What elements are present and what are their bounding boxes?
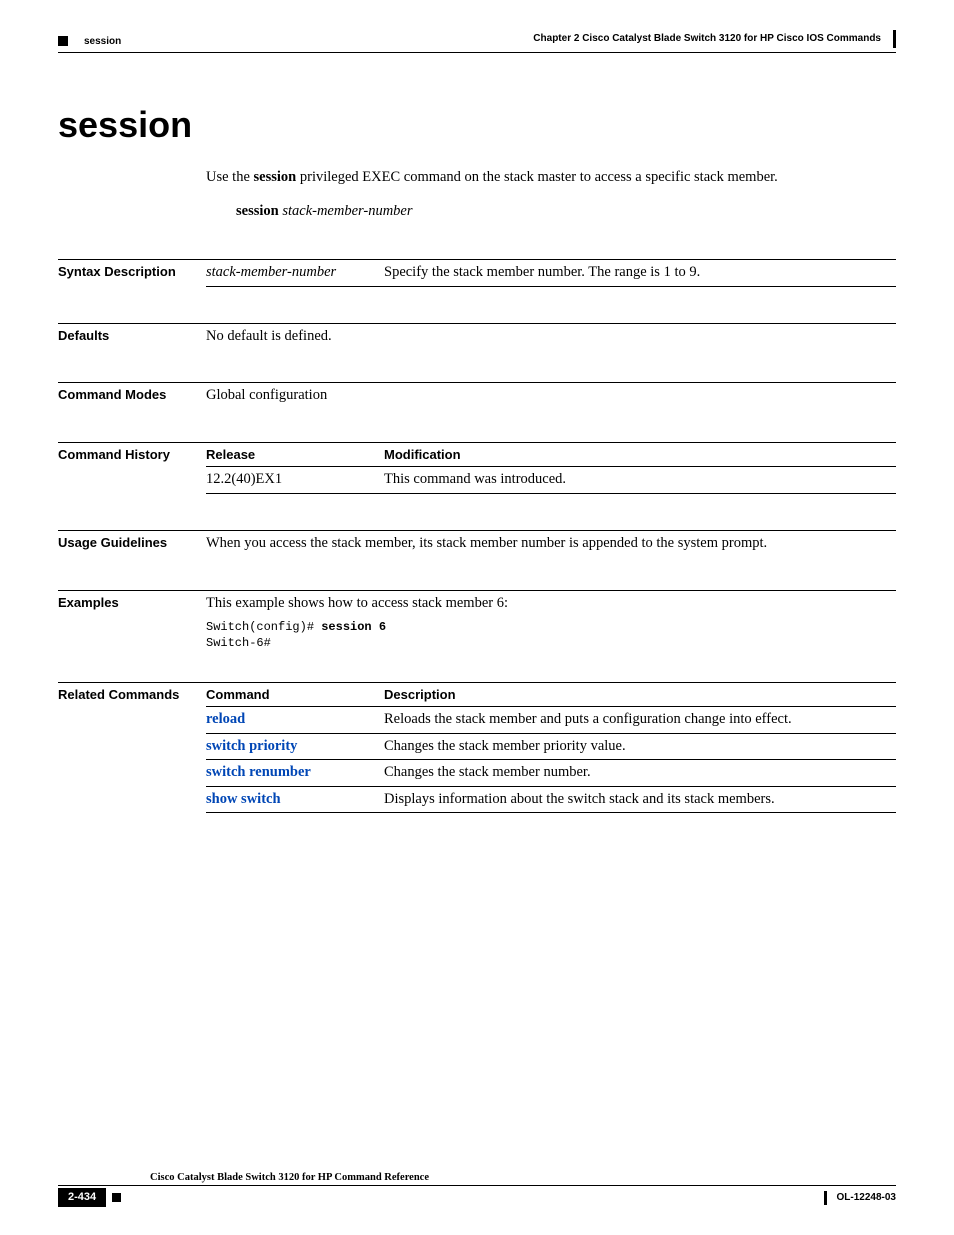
col-release: Release	[206, 442, 384, 467]
table-header-row: Release Modification	[206, 442, 896, 467]
related-link-switch-priority[interactable]: switch priority	[206, 738, 297, 754]
label-defaults: Defaults	[58, 323, 206, 347]
cell-modification: This command was introduced.	[384, 467, 896, 494]
related-desc: Changes the stack member number.	[384, 760, 896, 787]
header-rule	[58, 52, 896, 53]
section-usage-guidelines: Usage Guidelines When you access the sta…	[58, 530, 896, 554]
usage-body: When you access the stack member, its st…	[206, 530, 896, 554]
label-examples: Examples	[58, 590, 206, 652]
page-header: session Chapter 2 Cisco Catalyst Blade S…	[58, 30, 896, 48]
label-command-history: Command History	[58, 442, 206, 494]
syntax-param-table: stack-member-number Specify the stack me…	[206, 259, 896, 287]
section-command-history: Command History Release Modification 12.…	[58, 442, 896, 494]
intro-paragraph: Use the session privileged EXEC command …	[206, 168, 896, 188]
related-link-reload[interactable]: reload	[206, 711, 245, 727]
table-row: stack-member-number Specify the stack me…	[206, 260, 896, 287]
footer-doc-id-wrap: OL-12248-03	[824, 1191, 896, 1205]
footer-bar-icon	[824, 1191, 827, 1205]
label-related-commands: Related Commands	[58, 682, 206, 814]
section-syntax-description: Syntax Description stack-member-number S…	[58, 259, 896, 287]
command-title: session	[58, 101, 896, 150]
related-desc: Displays information about the switch st…	[384, 786, 896, 813]
page-footer: Cisco Catalyst Blade Switch 3120 for HP …	[58, 1173, 896, 1207]
footer-doc-id: OL-12248-03	[837, 1191, 896, 1205]
example-prompt: Switch(config)#	[206, 620, 321, 634]
header-breadcrumb: session	[84, 35, 121, 49]
example-code-line-2: Switch-6#	[206, 635, 896, 651]
syntax-line: session stack-member-number	[236, 202, 896, 222]
example-code-line-1: Switch(config)# session 6	[206, 619, 896, 635]
section-related-commands: Related Commands Command Description rel…	[58, 682, 896, 814]
section-command-modes: Command Modes Global configuration	[58, 382, 896, 406]
label-command-modes: Command Modes	[58, 382, 206, 406]
footer-rule	[58, 1185, 896, 1186]
example-intro: This example shows how to access stack m…	[206, 594, 896, 614]
table-row: reload Reloads the stack member and puts…	[206, 707, 896, 734]
col-command: Command	[206, 682, 384, 707]
example-cmd: session 6	[321, 620, 386, 634]
label-usage-guidelines: Usage Guidelines	[58, 530, 206, 554]
related-desc: Reloads the stack member and puts a conf…	[384, 707, 896, 734]
section-defaults: Defaults No default is defined.	[58, 323, 896, 347]
intro-prefix: Use the	[206, 169, 254, 185]
table-row: switch priority Changes the stack member…	[206, 733, 896, 760]
syntax-command: session	[236, 203, 279, 219]
table-row: switch renumber Changes the stack member…	[206, 760, 896, 787]
related-link-switch-renumber[interactable]: switch renumber	[206, 764, 311, 780]
cell-release: 12.2(40)EX1	[206, 467, 384, 494]
footer-square-icon	[112, 1193, 121, 1202]
footer-page-badge-wrap: 2-434	[58, 1188, 121, 1207]
syntax-argument: stack-member-number	[282, 203, 412, 219]
history-table: Release Modification 12.2(40)EX1 This co…	[206, 442, 896, 494]
param-desc: Specify the stack member number. The ran…	[384, 260, 896, 287]
intro-command: session	[254, 169, 297, 185]
footer-doc-title: Cisco Catalyst Blade Switch 3120 for HP …	[150, 1171, 896, 1185]
table-header-row: Command Description	[206, 682, 896, 707]
param-name: stack-member-number	[206, 260, 384, 287]
col-description: Description	[384, 682, 896, 707]
modes-body: Global configuration	[206, 382, 896, 406]
header-bar-icon	[893, 30, 896, 48]
header-chapter: Chapter 2 Cisco Catalyst Blade Switch 31…	[533, 32, 881, 46]
related-commands-table: Command Description reload Reloads the s…	[206, 682, 896, 814]
col-modification: Modification	[384, 442, 896, 467]
section-examples: Examples This example shows how to acces…	[58, 590, 896, 652]
table-row: show switch Displays information about t…	[206, 786, 896, 813]
defaults-body: No default is defined.	[206, 323, 896, 347]
related-desc: Changes the stack member priority value.	[384, 733, 896, 760]
related-link-show-switch[interactable]: show switch	[206, 791, 281, 807]
table-row: 12.2(40)EX1 This command was introduced.	[206, 467, 896, 494]
header-left: session	[58, 35, 121, 49]
label-syntax-description: Syntax Description	[58, 259, 206, 287]
intro-suffix: privileged EXEC command on the stack mas…	[296, 169, 778, 185]
footer-page-number: 2-434	[58, 1188, 106, 1207]
header-square-icon	[58, 36, 68, 46]
header-right: Chapter 2 Cisco Catalyst Blade Switch 31…	[533, 30, 896, 48]
